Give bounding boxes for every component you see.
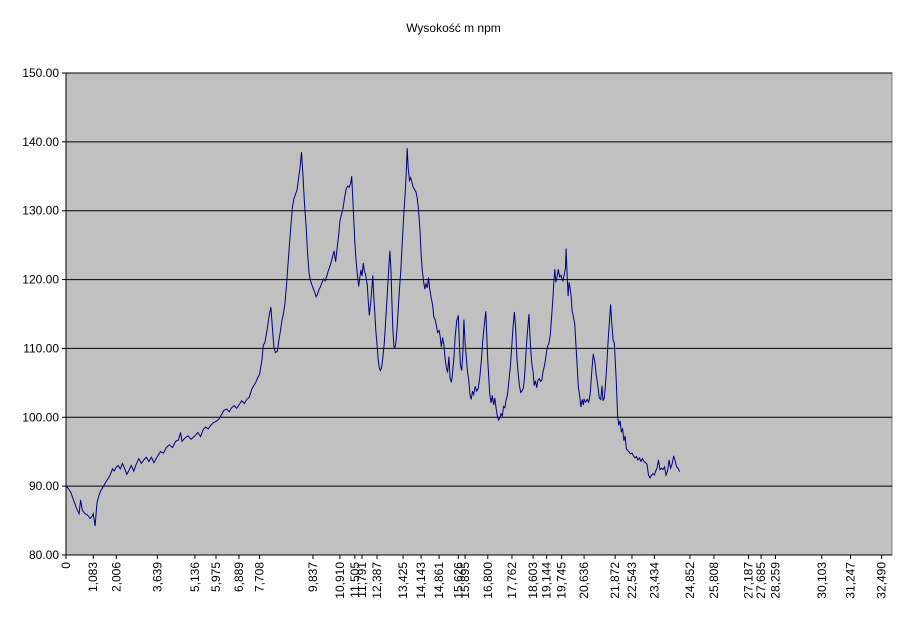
x-tick-label: 25,808 xyxy=(707,562,721,599)
x-tick-label: 19,144 xyxy=(540,562,554,599)
x-tick-label: 14,143 xyxy=(414,562,428,599)
x-tick-label: 27,685 xyxy=(754,562,768,599)
x-tick-label: 19,745 xyxy=(555,562,569,599)
x-tick-label: 7,708 xyxy=(253,562,267,592)
x-tick-label: 5,136 xyxy=(188,562,202,592)
y-tick-label: 110.00 xyxy=(23,341,59,355)
x-tick-label: 5,975 xyxy=(209,562,223,592)
chart-title: Wysokość m npm xyxy=(406,21,501,35)
x-tick-label: 12,387 xyxy=(370,562,384,599)
y-tick-label: 120.00 xyxy=(22,273,59,287)
x-tick-label: 6,889 xyxy=(232,562,246,592)
x-tick-label: 15,895 xyxy=(458,562,472,599)
y-tick-label: 140.00 xyxy=(22,135,59,149)
x-tick-label: 0 xyxy=(59,562,73,569)
x-tick-label: 28,259 xyxy=(768,562,782,599)
y-tick-label: 90.00 xyxy=(29,479,59,493)
x-tick-label: 31,247 xyxy=(843,562,857,599)
x-tick-label: 21,872 xyxy=(608,562,622,599)
x-tick-label: 13,425 xyxy=(396,562,410,599)
x-tick-label: 1,083 xyxy=(86,562,100,592)
x-tick-label: 9,837 xyxy=(306,562,320,592)
gridlines xyxy=(66,72,892,487)
x-axis: 0 1,083 2,006 3,639 5,136 5,975 6,889 7,708 9,83… xyxy=(59,554,892,599)
x-tick-label: 11,505 xyxy=(348,562,362,598)
plot-area xyxy=(65,72,893,556)
y-tick-label: 100.00 xyxy=(22,410,59,424)
x-tick-label: 20,636 xyxy=(577,562,591,599)
y-axis: 80.00 90.00 100.00 110.00 120.00 130.00 140.00… xyxy=(22,66,67,562)
x-tick-label: 22,543 xyxy=(625,562,639,599)
x-tick-label: 11,791 xyxy=(355,562,369,598)
y-tick-label: 150.00 xyxy=(22,66,59,80)
x-tick-label: 16,800 xyxy=(481,562,495,599)
x-tick-label: 24,852 xyxy=(683,562,697,599)
x-tick-label: 15,626 xyxy=(451,562,465,599)
y-tick-label: 80.00 xyxy=(29,548,59,562)
x-tick-label: 14,861 xyxy=(432,562,446,599)
x-tick-label: 18,603 xyxy=(526,562,540,599)
x-tick-label: 32,490 xyxy=(875,562,889,599)
x-tick-label: 2,006 xyxy=(109,562,123,592)
x-tick-label: 30,103 xyxy=(815,562,829,599)
x-tick-label: 23,434 xyxy=(647,562,661,599)
series-line-elevation xyxy=(65,148,681,527)
x-tick-label: 17,762 xyxy=(505,562,519,599)
x-tick-label: 10,910 xyxy=(333,562,347,599)
x-tick-label: 27,187 xyxy=(742,562,756,599)
y-tick-label: 130.00 xyxy=(22,204,59,218)
x-tick-label: 3,639 xyxy=(150,562,164,592)
